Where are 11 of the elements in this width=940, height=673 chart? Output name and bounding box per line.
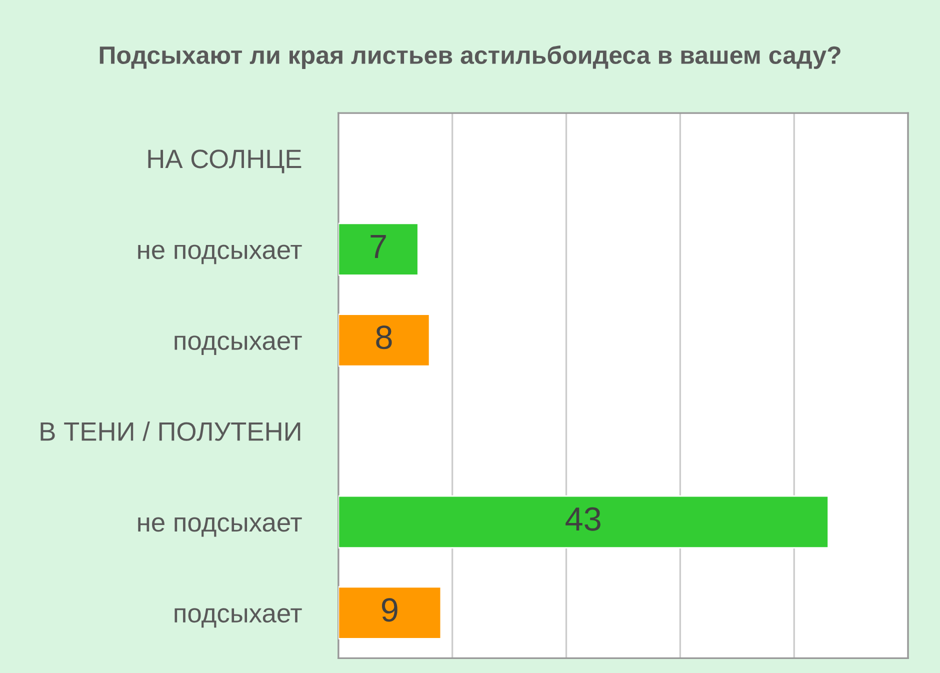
data-label: 8 [376,326,392,350]
data-label: 43 [566,507,600,531]
y-tick-label: подсыхает [174,336,302,356]
data-label: 7 [370,235,386,258]
data-label: 9 [382,598,398,622]
chart-title: Подсыхают ли края листьев астильбоидеса в вашем саду? [100,45,840,69]
y-tick-label: В ТЕНИ / ПОЛУТЕНИ [40,421,300,441]
y-tick-label: не подсыхает [138,517,302,537]
y-tick-label: НА СОЛНЦЕ [148,150,302,174]
y-tick-label: не подсыхает [138,244,302,264]
y-tick-label: подсыхает [174,608,302,628]
